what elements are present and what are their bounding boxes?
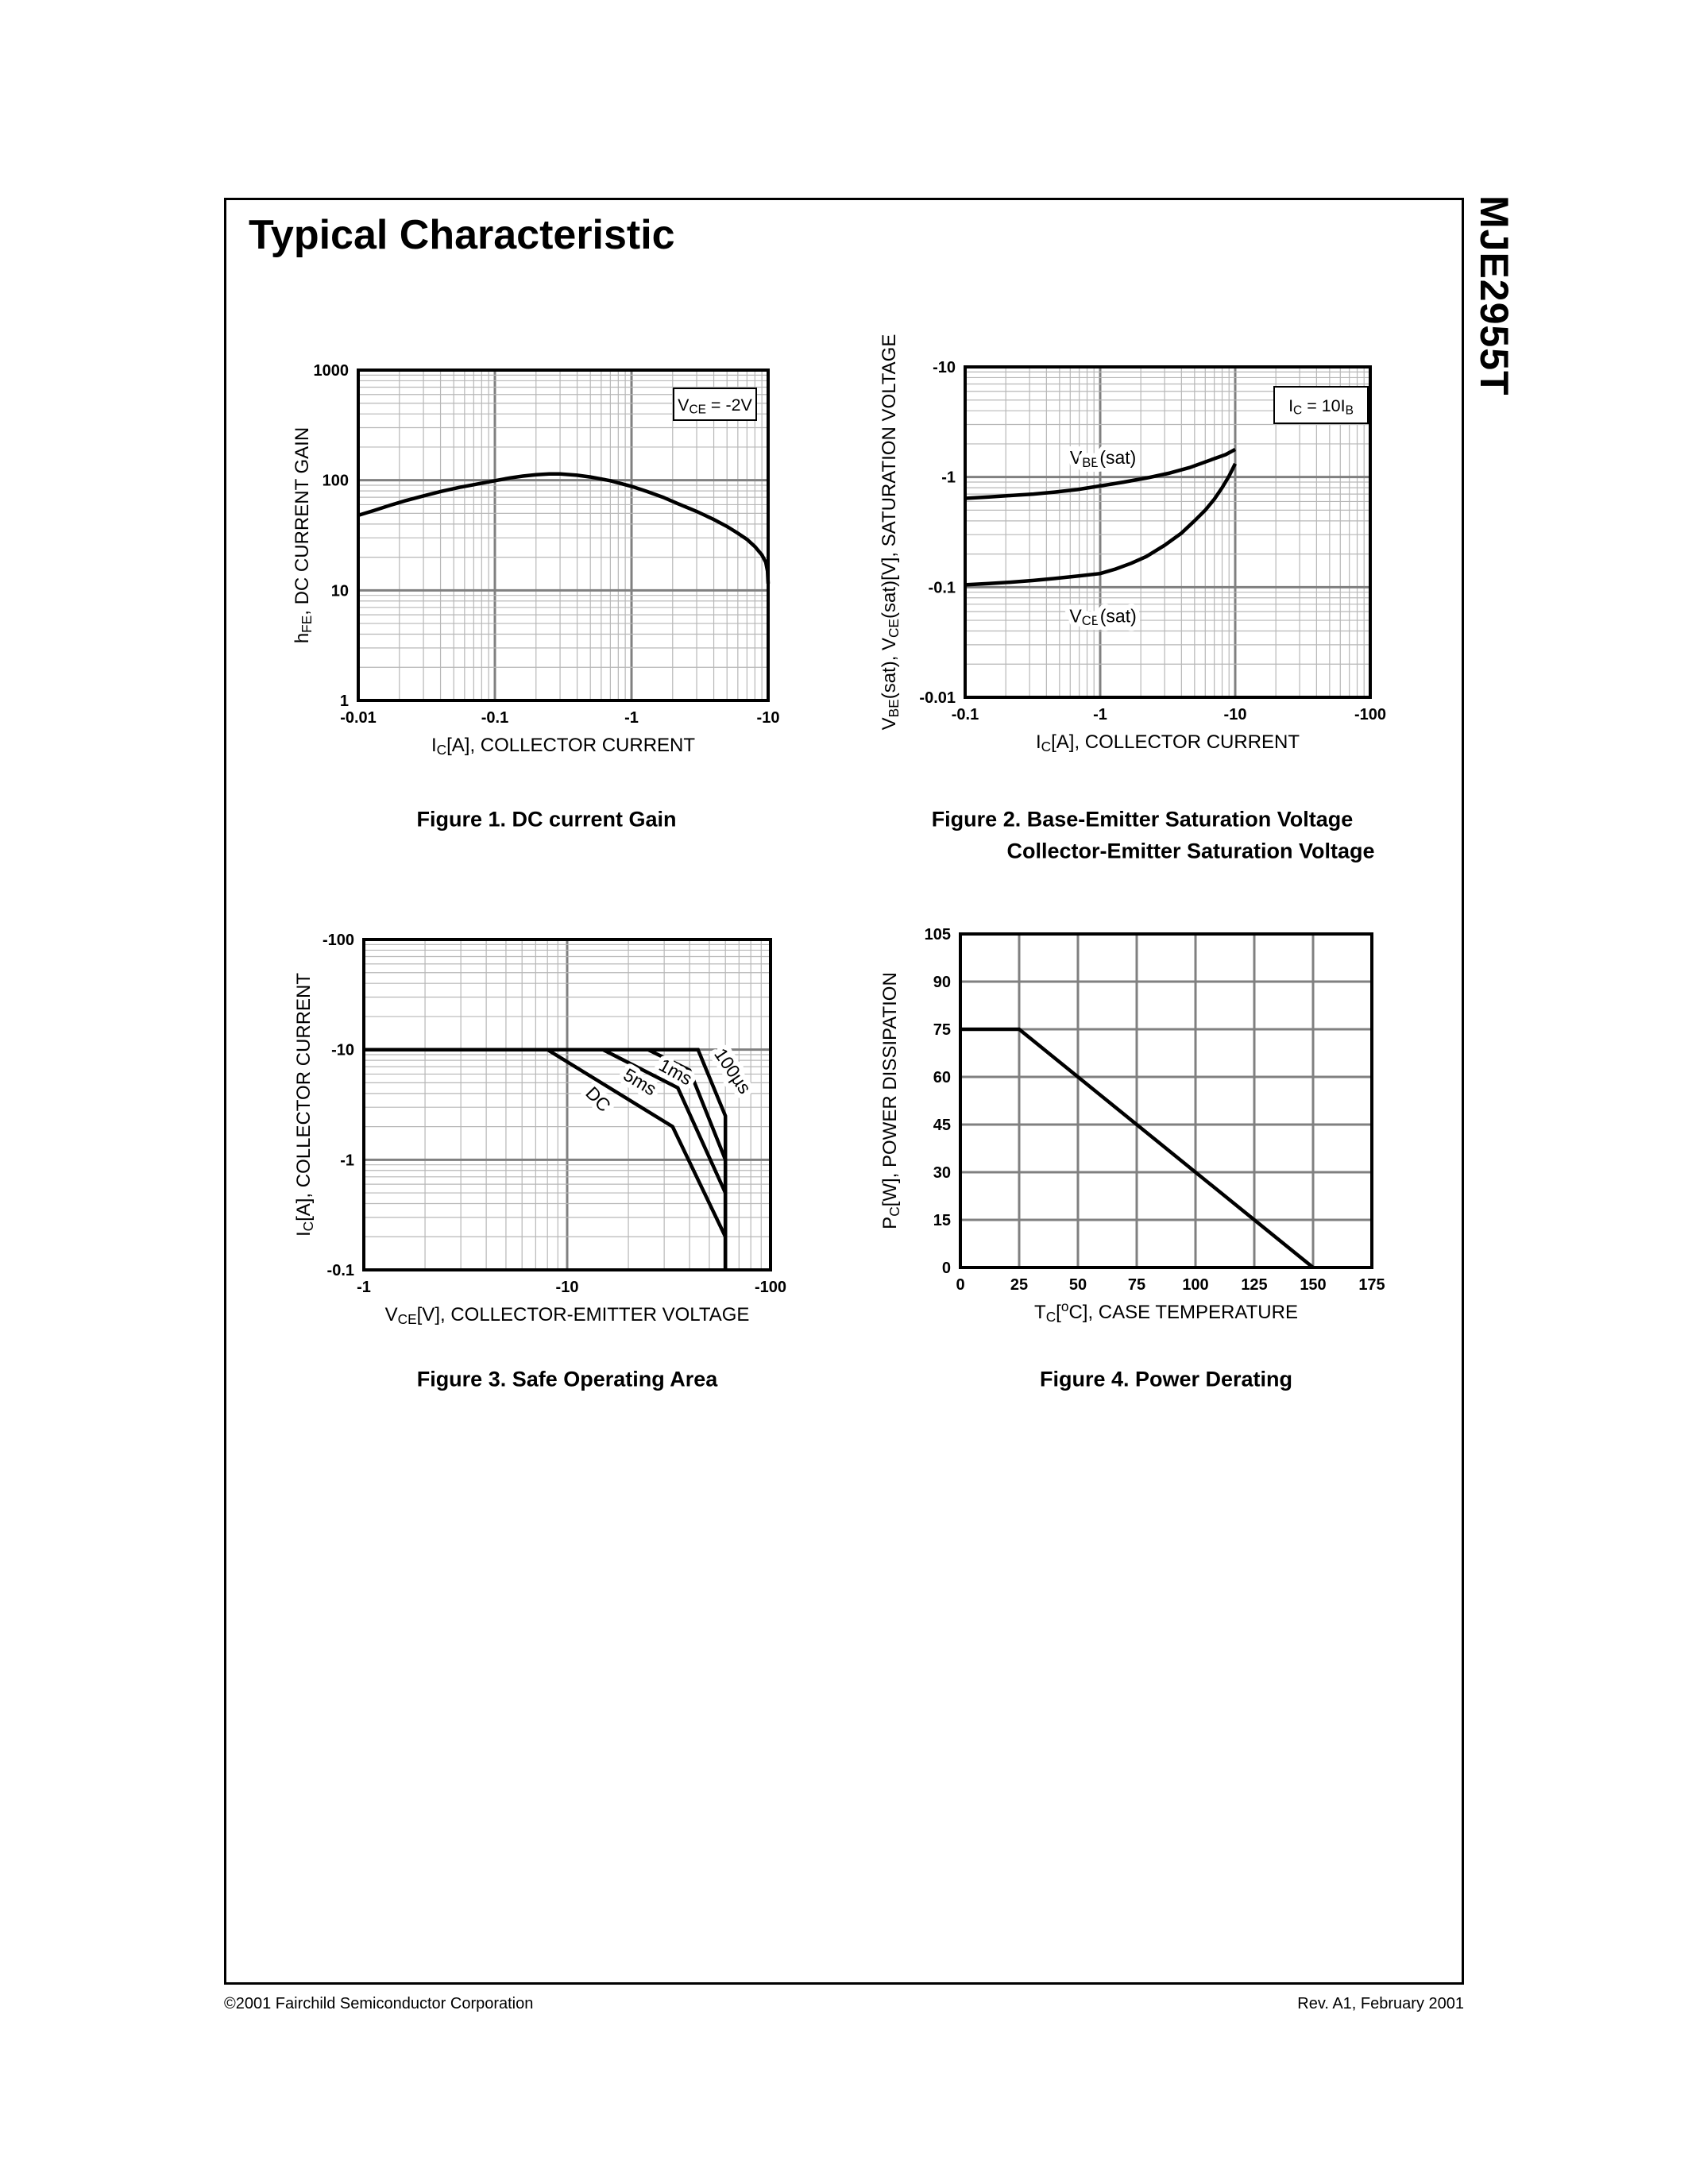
svg-text:VCE = -2V: VCE = -2V [678,396,752,417]
figure-1-caption: Figure 1. DC current Gain [416,807,677,832]
svg-text:90: 90 [933,974,951,991]
svg-text:IC[A], COLLECTOR CURRENT: IC[A], COLLECTOR CURRENT [431,735,695,758]
svg-text:100µs: 100µs [710,1044,755,1098]
svg-text:1: 1 [340,693,349,710]
svg-text:100: 100 [1182,1276,1208,1294]
svg-text:-10: -10 [1224,706,1247,723]
svg-text:-0.01: -0.01 [340,709,377,727]
svg-text:VBE(sat): VBE(sat) [1070,447,1136,470]
figure-2-series-VBE(sat) [964,447,1237,500]
svg-text:PC[W], POWER DISSIPATION: PC[W], POWER DISSIPATION [879,972,902,1229]
figure-4-series-power-derating [960,1027,1315,1269]
svg-text:0: 0 [942,1260,951,1277]
svg-text:105: 105 [925,926,951,943]
svg-text:30: 30 [933,1164,951,1182]
svg-text:75: 75 [1128,1276,1145,1294]
svg-text:IC[A], COLLECTOR CURRENT: IC[A], COLLECTOR CURRENT [1036,731,1300,754]
revision-text: Rev. A1, February 2001 [1297,1995,1464,2012]
svg-text:-1: -1 [941,469,956,487]
svg-text:-0.1: -0.1 [929,579,956,596]
svg-text:-0.01: -0.01 [919,689,956,707]
svg-text:-1: -1 [624,709,639,727]
svg-text:5ms: 5ms [620,1064,660,1100]
svg-text:45: 45 [933,1117,951,1134]
svg-text:-1: -1 [340,1152,354,1169]
svg-text:VCE(sat): VCE(sat) [1069,605,1136,628]
svg-text:60: 60 [933,1069,951,1086]
svg-text:-0.1: -0.1 [327,1262,354,1279]
svg-text:-0.1: -0.1 [481,709,508,727]
svg-text:0: 0 [956,1276,964,1294]
figure-2-series-VCE(sat) [964,462,1238,587]
svg-text:hFE, DC CURRENT GAIN: hFE, DC CURRENT GAIN [292,427,315,643]
svg-text:100: 100 [323,473,349,490]
svg-text:IC[A], COLLECTOR CURRENT: IC[A], COLLECTOR CURRENT [293,973,316,1237]
page-title: Typical Characteristic [249,212,675,258]
svg-text:15: 15 [933,1212,951,1229]
svg-text:10: 10 [331,582,349,600]
svg-text:150: 150 [1300,1276,1326,1294]
part-number-label: MJE2955T [1472,195,1516,396]
figure-2-caption-line1: Figure 2. Base-Emitter Saturation Voltag… [931,807,1354,832]
svg-text:-10: -10 [933,359,956,376]
figure-1-chart: VCE = -2V -0.01 -0.1 -1 -10 1000 100 10 1 IC[A], … [292,362,779,758]
svg-text:-100: -100 [323,932,354,949]
figure-3-caption: Figure 3. Safe Operating Area [416,1367,718,1391]
svg-text:-100: -100 [1354,706,1386,723]
figure-2-caption-line2: Collector-Emitter Saturation Voltage [1006,839,1375,863]
svg-text:175: 175 [1358,1276,1385,1294]
svg-text:125: 125 [1241,1276,1267,1294]
svg-text:-0.1: -0.1 [952,706,979,723]
figure-1-series-hFE [357,472,771,585]
svg-text:-10: -10 [331,1042,354,1059]
svg-text:-10: -10 [556,1279,579,1296]
figure-4-caption: Figure 4. Power Derating [1039,1367,1293,1391]
svg-text:-10: -10 [757,709,780,727]
page-border [224,198,1464,1985]
svg-text:50: 50 [1069,1276,1087,1294]
svg-text:IC = 10IB: IC = 10IB [1288,396,1354,418]
figure-3-series-100µs [364,1048,728,1270]
svg-text:-1: -1 [1093,706,1107,723]
svg-text:1000: 1000 [314,362,350,380]
svg-text:-1: -1 [357,1279,371,1296]
svg-text:75: 75 [933,1021,951,1039]
svg-text:25: 25 [1010,1276,1028,1294]
svg-text:VCE[V], COLLECTOR-EMITTER VOLT: VCE[V], COLLECTOR-EMITTER VOLTAGE [385,1304,750,1327]
copyright-text: ©2001 Fairchild Semiconductor Corporatio… [224,1995,534,2012]
svg-text:-100: -100 [755,1279,786,1296]
svg-text:VBE(sat), VCE(sat)[V], SATURAT: VBE(sat), VCE(sat)[V], SATURATION VOLTAG… [879,334,902,731]
svg-text:TC[oC], CASE TEMPERATURE: TC[oC], CASE TEMPERATURE [1034,1298,1298,1325]
figure-2-chart: VBE(sat) VCE(sat) IC = 10IB -0.1 -1 -10 -100 -1… [879,334,1386,754]
figure-4-chart: 0 25 50 75 100 125 150 1751059075604530150TC[oC… [879,926,1385,1325]
